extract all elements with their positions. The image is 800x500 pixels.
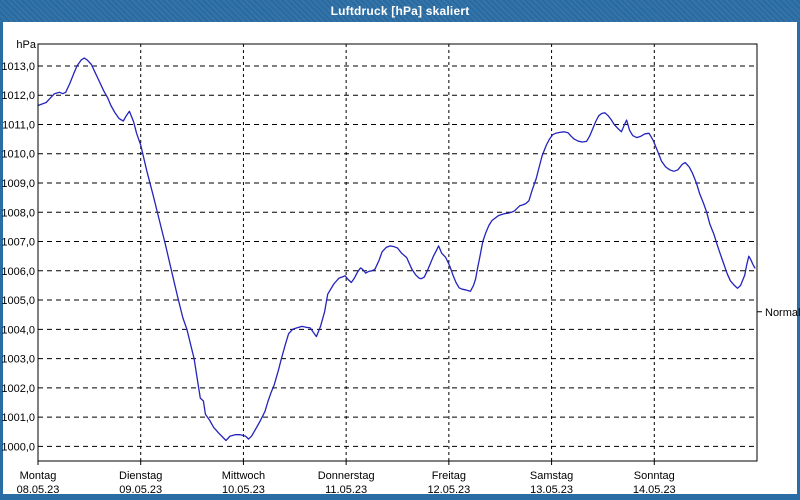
x-date-label: 10.05.23 <box>222 484 265 496</box>
window-title: Luftdruck [hPa] skaliert <box>330 4 470 18</box>
y-tick-label: 1004,0 <box>1 324 35 336</box>
x-date-label: 14.05.23 <box>633 484 676 496</box>
y-tick-label: 1008,0 <box>1 207 35 219</box>
pressure-line <box>37 57 756 442</box>
y-tick-label: 1002,0 <box>1 383 35 395</box>
normal-marker-label: Normal <box>765 307 800 319</box>
x-date-label: 11.05.23 <box>325 484 367 496</box>
x-day-label: Mittwoch <box>222 470 265 482</box>
chart-area: 1013,0 1012,0 1011,0 1010,0 1009,0 1008,0 1007… <box>1 22 800 496</box>
y-tick-label: 1006,0 <box>1 266 35 278</box>
y-tick-label: 1005,0 <box>1 295 35 307</box>
window-titlebar: Luftdruck [hPa] skaliert <box>0 0 800 22</box>
x-day-label: Dienstag <box>119 470 162 482</box>
y-tick-label: 1001,0 <box>1 412 35 424</box>
y-tick-label: 1009,0 <box>1 178 35 190</box>
y-tick-label: 1011,0 <box>2 119 35 131</box>
x-day-label: Samstag <box>530 470 573 482</box>
y-tick-label: 1000,0 <box>1 441 35 453</box>
y-tick-label: 1012,0 <box>1 90 35 102</box>
x-date-label: 09.05.23 <box>119 484 162 496</box>
y-tick-label: 1013,0 <box>1 61 35 73</box>
plot-border <box>37 43 758 462</box>
x-day-label: Freitag <box>432 470 466 482</box>
x-day-label: Montag <box>20 470 57 482</box>
x-date-label: 13.05.23 <box>530 484 573 496</box>
x-date-label: 08.05.23 <box>17 484 60 496</box>
y-tick-label: 1003,0 <box>1 354 35 366</box>
y-tick-label: 1007,0 <box>1 237 35 249</box>
y-axis-unit-label: hPa <box>16 39 36 51</box>
x-day-label: Donnerstag <box>318 470 375 482</box>
x-day-label: Sonntag <box>634 470 675 482</box>
x-date-label: 12.05.23 <box>427 484 470 496</box>
y-tick-label: 1010,0 <box>1 149 35 161</box>
